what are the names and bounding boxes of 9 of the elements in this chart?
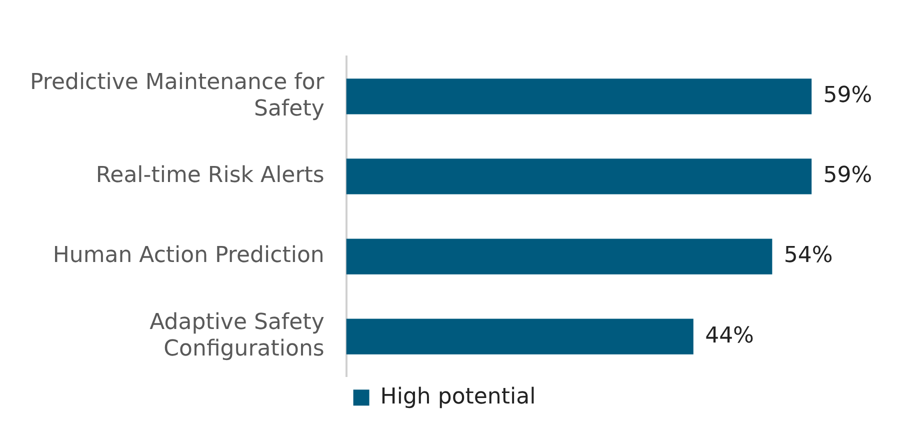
y-tick-label: Adaptive Safety Configurations bbox=[150, 310, 324, 362]
y-tick-label: Human Action Prediction bbox=[52, 243, 324, 268]
data-label: 59% bbox=[823, 83, 872, 108]
data-label: 54% bbox=[784, 243, 833, 268]
data-label: 44% bbox=[705, 323, 754, 348]
y-tick-label: Predictive Maintenance for Safety bbox=[30, 70, 326, 122]
data-label: 59% bbox=[823, 163, 872, 188]
legend-label: High potential bbox=[380, 384, 536, 410]
y-tick-label: Real-time Risk Alerts bbox=[96, 163, 324, 188]
